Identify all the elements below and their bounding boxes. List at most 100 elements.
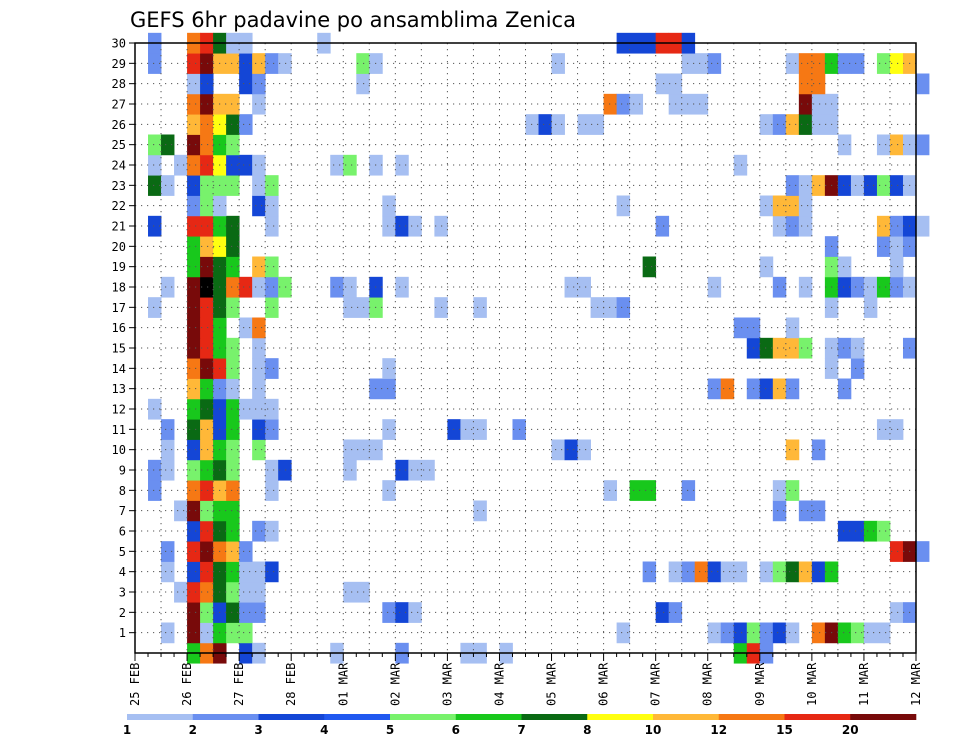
heatmap-cell: [759, 114, 774, 135]
heatmap-cell: [187, 175, 201, 196]
heatmap-cell: [161, 459, 175, 481]
heatmap-cell: [148, 398, 162, 420]
heatmap-cell: [785, 53, 800, 74]
heatmap-cell: [837, 622, 852, 644]
heatmap-cell: [681, 53, 709, 74]
heatmap-cell: [226, 581, 240, 603]
colorbar-label: 4: [320, 723, 328, 737]
heatmap-cell: [265, 297, 279, 318]
x-tick-label: 25 FEB: [128, 663, 142, 706]
heatmap-cell: [785, 439, 800, 461]
heatmap-cell: [161, 175, 175, 196]
heatmap-cell: [226, 561, 240, 583]
colorbar-segment: [718, 714, 785, 720]
heatmap-cell: [798, 215, 813, 237]
heatmap-cell: [837, 337, 852, 359]
heatmap-cell: [889, 276, 904, 298]
heatmap-cell: [200, 114, 214, 135]
y-tick-label: 30: [112, 37, 126, 51]
heatmap-cell: [187, 378, 201, 400]
heatmap-cell: [213, 53, 240, 74]
heatmap-cell: [876, 134, 891, 156]
heatmap-cell: [226, 134, 240, 156]
heatmap-cell: [343, 439, 383, 461]
colorbar-label: 1: [123, 723, 131, 737]
heatmap-cell: [252, 337, 266, 359]
chart-title: GEFS 6hr padavine po ansamblima Zenica: [130, 8, 576, 32]
heatmap-cell: [356, 73, 370, 95]
heatmap-cell: [252, 175, 266, 196]
y-tick-label: 16: [112, 321, 126, 335]
heatmap-cell: [161, 134, 175, 156]
heatmap-cell: [460, 419, 487, 440]
y-tick-label: 5: [119, 545, 126, 559]
heatmap-cell: [889, 236, 904, 257]
heatmap-cell: [850, 358, 865, 379]
y-tick-label: 14: [112, 362, 126, 376]
heatmap-cell: [837, 134, 852, 156]
colorbar-segment: [258, 714, 325, 720]
colorbar-label: 20: [842, 723, 859, 737]
y-tick-label: 24: [112, 159, 126, 173]
heatmap-cell: [395, 215, 409, 237]
heatmap-cell: [395, 276, 409, 298]
heatmap-cell: [278, 459, 292, 481]
y-tick-label: 21: [112, 220, 126, 234]
heatmap-cell: [759, 622, 774, 644]
heatmap-cell: [759, 256, 774, 278]
y-tick-label: 15: [112, 342, 126, 356]
heatmap-cell: [148, 215, 162, 237]
heatmap-cell: [226, 622, 240, 644]
heatmap-cell: [239, 602, 253, 623]
heatmap-cell: [681, 93, 709, 115]
x-tick-label: 01 MAR: [336, 662, 350, 706]
heatmap-cell: [916, 134, 930, 156]
heatmap-cell: [759, 195, 774, 217]
y-tick-label: 7: [119, 504, 126, 518]
heatmap-cell: [239, 398, 253, 420]
heatmap-cell: [733, 317, 761, 339]
heatmap-cell: [798, 114, 813, 135]
heatmap-cell: [187, 520, 201, 542]
heatmap-cell: [226, 419, 240, 440]
heatmap-cell: [616, 195, 631, 217]
heatmap-cell: [876, 215, 891, 237]
heatmap-cell: [916, 73, 930, 95]
heatmap-cell: [876, 175, 891, 196]
heatmap-cell: [733, 154, 748, 176]
heatmap-cell: [239, 154, 253, 176]
heatmap-cell: [226, 398, 240, 420]
heatmap-cell: [916, 541, 930, 562]
y-tick-label: 9: [119, 464, 126, 478]
heatmap-cell: [200, 520, 214, 542]
heatmap-cell: [551, 114, 565, 135]
heatmap-cell: [226, 459, 240, 481]
heatmap-cell: [811, 439, 826, 461]
heatmap-cell: [200, 480, 214, 501]
heatmap-cell: [707, 561, 722, 583]
heatmap-cell: [408, 215, 422, 237]
heatmap-cell: [161, 439, 175, 461]
heatmap-cell: [265, 276, 279, 298]
heatmap-cell: [356, 53, 370, 74]
heatmap-cell: [200, 602, 214, 623]
heatmap-cell: [239, 581, 266, 603]
heatmap-cell: [161, 276, 175, 298]
heatmap-cell: [395, 154, 409, 176]
heatmap-cell: [889, 134, 904, 156]
heatmap-cell: [200, 53, 214, 74]
heatmap-cell: [785, 215, 800, 237]
heatmap-cell: [252, 602, 266, 623]
heatmap-cell: [265, 419, 279, 440]
heatmap-cell: [785, 622, 800, 644]
heatmap-cell: [772, 276, 787, 298]
heatmap-cell: [148, 134, 162, 156]
heatmap-cell: [564, 276, 591, 298]
heatmap-cell: [265, 520, 279, 542]
heatmap-cell: [200, 622, 214, 644]
heatmap-cell: [239, 114, 253, 135]
heatmap-cell: [772, 215, 787, 237]
x-tick-label: 03 MAR: [440, 662, 454, 706]
heatmap-cell: [798, 500, 826, 522]
